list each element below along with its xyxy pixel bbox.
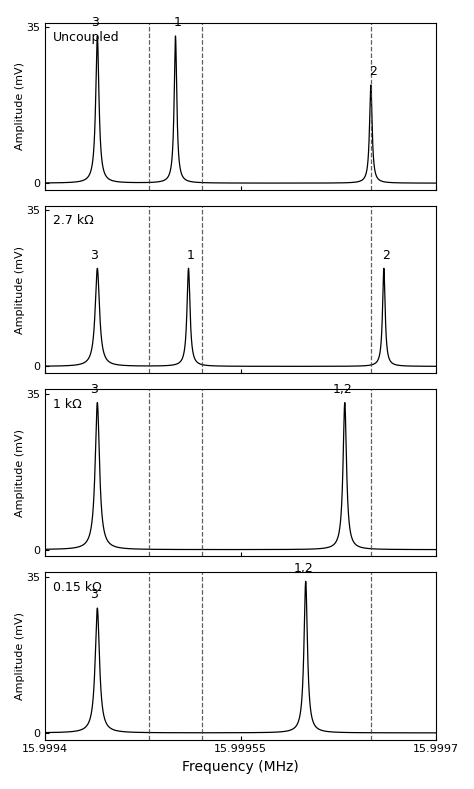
Y-axis label: Amplitude (mV): Amplitude (mV) — [15, 612, 25, 700]
Text: 2: 2 — [369, 65, 377, 78]
Text: 1 kΩ: 1 kΩ — [53, 398, 82, 410]
Text: 3: 3 — [90, 249, 98, 262]
Text: 3: 3 — [91, 17, 99, 29]
X-axis label: Frequency (MHz): Frequency (MHz) — [182, 760, 299, 774]
Text: Uncoupled: Uncoupled — [53, 31, 120, 44]
Y-axis label: Amplitude (mV): Amplitude (mV) — [15, 245, 25, 334]
Text: 2: 2 — [382, 249, 390, 262]
Text: 1: 1 — [174, 17, 182, 29]
Text: 2.7 kΩ: 2.7 kΩ — [53, 215, 94, 227]
Text: 0.15 kΩ: 0.15 kΩ — [53, 581, 102, 594]
Text: 1,2: 1,2 — [333, 383, 352, 396]
Text: 1,2: 1,2 — [293, 562, 313, 574]
Y-axis label: Amplitude (mV): Amplitude (mV) — [15, 428, 25, 517]
Text: 1: 1 — [187, 249, 195, 262]
Text: 3: 3 — [90, 383, 98, 396]
Text: 3: 3 — [90, 589, 98, 601]
Y-axis label: Amplitude (mV): Amplitude (mV) — [15, 62, 25, 150]
